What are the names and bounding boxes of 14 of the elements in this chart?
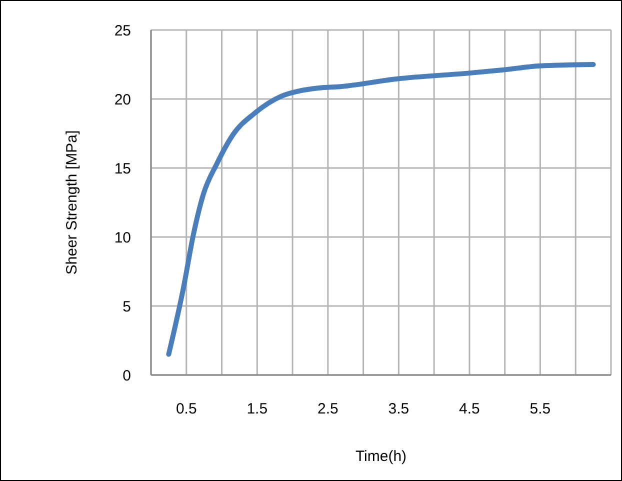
y-tick-label: 5 <box>122 298 131 316</box>
y-tick-label: 20 <box>114 91 131 108</box>
x-tick-label: 4.5 <box>459 400 480 418</box>
y-tick-label: 0 <box>122 367 131 384</box>
x-tick-label: 3.5 <box>388 400 410 418</box>
x-tick-label: 0.5 <box>176 400 197 418</box>
y-tick-label: 25 <box>114 22 131 40</box>
x-tick-label: 2.5 <box>317 400 338 418</box>
y-axis-title: Sheer Strength [MPa] <box>63 130 80 275</box>
x-axis-title: Time(h) <box>355 448 407 465</box>
y-tick-label: 15 <box>114 160 131 178</box>
x-tick-label: 1.5 <box>246 400 268 418</box>
x-tick-label: 5.5 <box>530 400 551 418</box>
y-tick-label: 10 <box>114 229 131 246</box>
